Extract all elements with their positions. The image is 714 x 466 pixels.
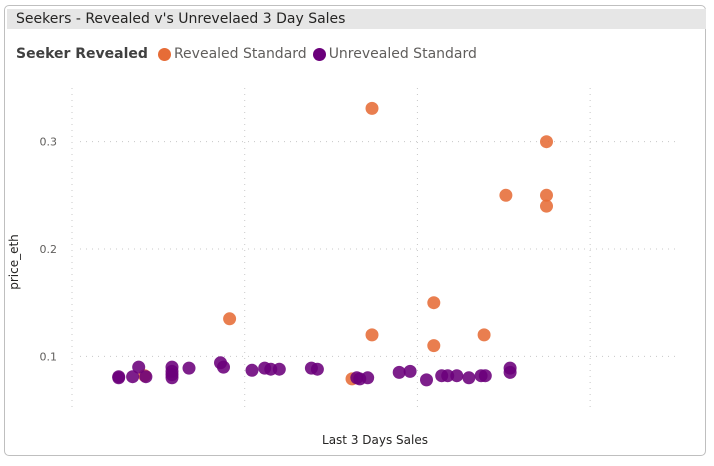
legend-item-unrevealed[interactable]: Unrevealed Standard <box>312 46 477 62</box>
revealed-point-3 <box>365 101 379 115</box>
legend-marker-unrevealed <box>312 47 326 61</box>
y-tick-label: 0.1 <box>40 350 58 363</box>
revealed-point-1 <box>223 312 237 326</box>
unrevealed-point-1 <box>112 371 126 385</box>
unrevealed-point-21 <box>392 365 406 379</box>
unrevealed-point-23 <box>420 373 433 387</box>
unrevealed-point-25 <box>441 369 455 383</box>
legend-label-revealed: Revealed Standard <box>173 46 307 62</box>
unrevealed-point-3 <box>132 360 146 374</box>
chart-title: Seekers - Revealed v's Unrevelaed 3 Day … <box>16 11 346 27</box>
unrevealed-point-15 <box>272 362 286 376</box>
legend-label-unrevealed: Unrevealed Standard <box>328 46 477 62</box>
title-bar <box>7 9 706 29</box>
unrevealed-point-29 <box>478 369 492 383</box>
unrevealed-point-31 <box>503 365 517 379</box>
unrevealed-point-27 <box>462 371 476 385</box>
revealed-point-11 <box>540 199 553 213</box>
legend-title: Seeker Revealed <box>16 46 148 62</box>
y-tick-label: 0.2 <box>40 243 58 256</box>
legend: Seeker Revealed Revealed Standard Unreve… <box>16 44 483 64</box>
unrevealed-point-9 <box>182 361 196 375</box>
revealed-point-7 <box>477 328 491 342</box>
unrevealed-point-20 <box>361 371 375 385</box>
legend-item-revealed[interactable]: Revealed Standard <box>157 46 307 62</box>
legend-marker-revealed <box>157 47 171 61</box>
unrevealed-point-26 <box>450 369 464 383</box>
unrevealed-point-17 <box>310 362 324 376</box>
y-tick-label: 0.3 <box>40 136 58 149</box>
revealed-point-5 <box>427 296 441 310</box>
unrevealed-point-4 <box>139 370 153 384</box>
revealed-point-4 <box>365 328 379 342</box>
revealed-point-8 <box>499 188 513 202</box>
revealed-point-6 <box>427 339 441 353</box>
unrevealed-point-11 <box>217 360 230 374</box>
unrevealed-point-12 <box>245 363 259 377</box>
unrevealed-point-2 <box>126 370 140 384</box>
unrevealed-point-8 <box>165 371 179 385</box>
revealed-point-10 <box>540 188 553 202</box>
unrevealed-point-22 <box>403 364 417 378</box>
x-axis-label: Last 3 Days Sales <box>322 433 428 447</box>
revealed-point-9 <box>540 135 553 149</box>
